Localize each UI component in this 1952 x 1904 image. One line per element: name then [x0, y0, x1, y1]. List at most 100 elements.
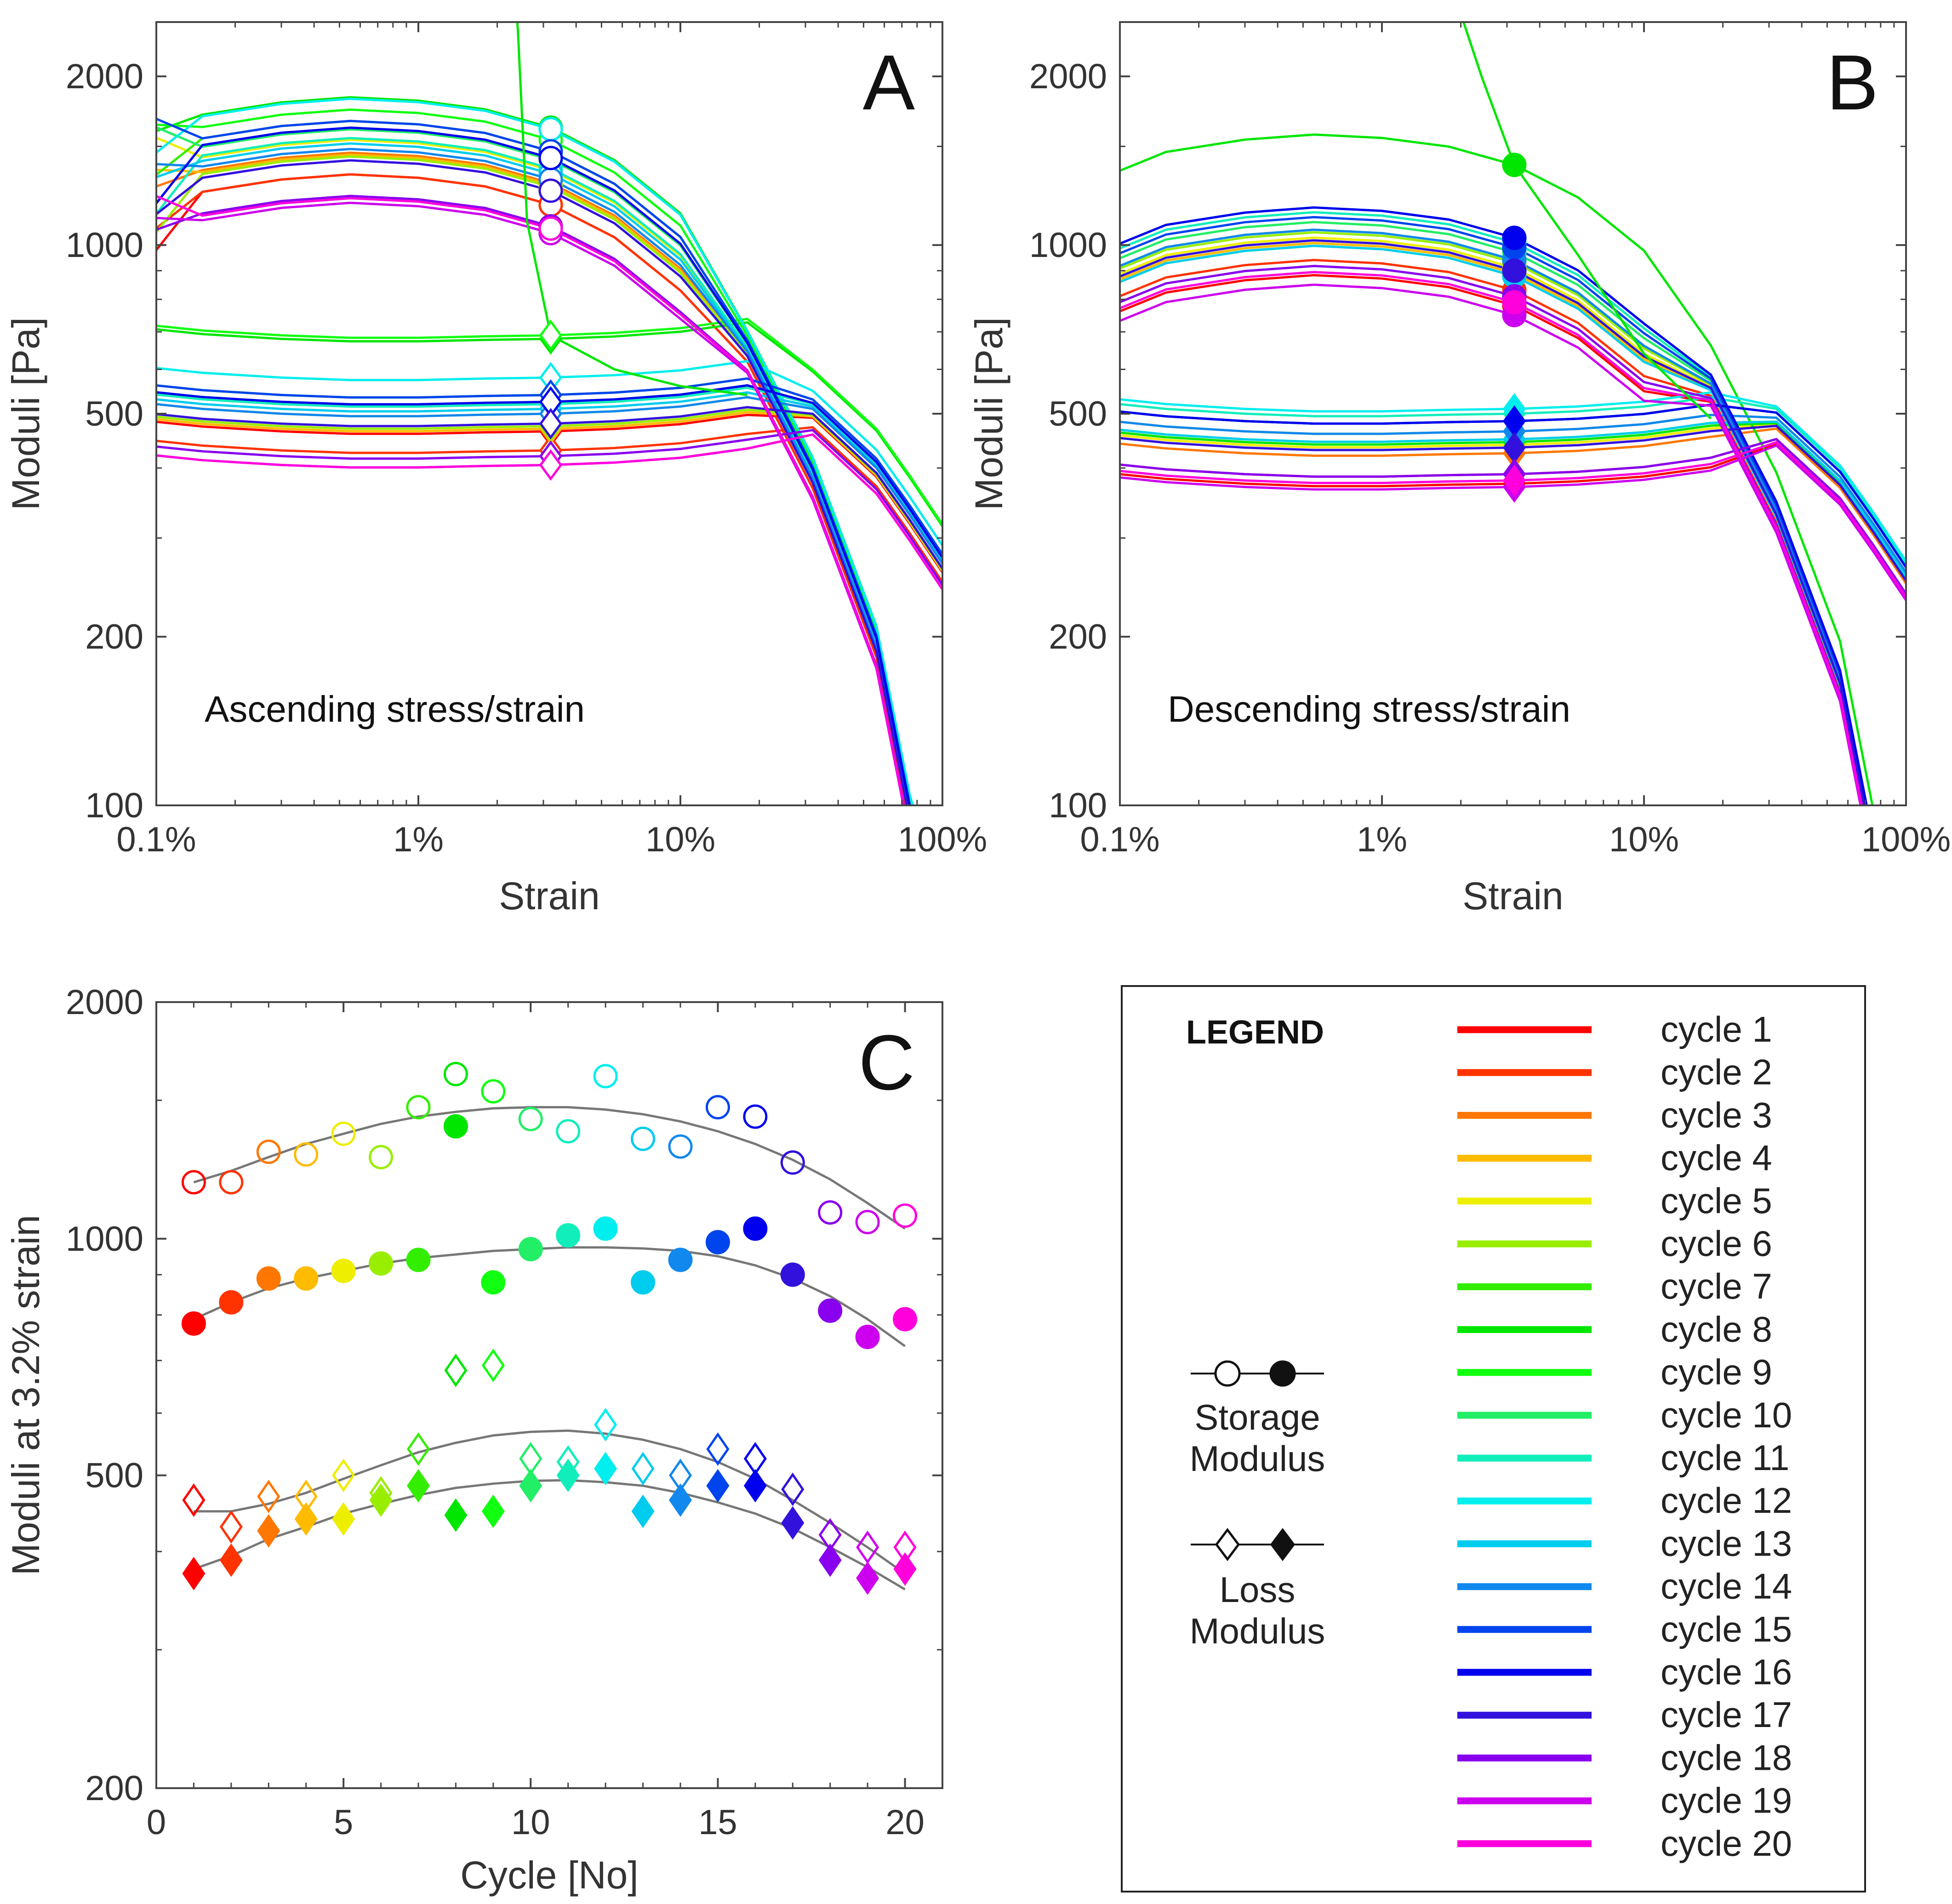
panel-c-open-circle-cycle-15	[705, 1095, 730, 1120]
panel-a-xtick-label: 100%	[898, 820, 987, 859]
panel-b-loss-marker-cycle-20	[1502, 465, 1526, 496]
legend-frame	[1121, 985, 1866, 1893]
panel-a-xtick-label: 1%	[393, 820, 444, 859]
panel-c-xtick-label: 15	[698, 1803, 737, 1842]
panel-a-storage-line-cycle-6	[156, 155, 908, 805]
panel-c-filled-diamond-cycle-15	[706, 1469, 730, 1503]
panel-c-filled-diamond-cycle-12	[594, 1452, 617, 1486]
panel-b-loss-line-cycle-14	[1120, 414, 1906, 573]
panel-c-filled-diamond-cycle-17	[781, 1506, 805, 1540]
panel-c-open-diamond-cycle-15	[706, 1432, 730, 1466]
panel-b-storage-marker-cycle-17	[1502, 258, 1527, 283]
panel-c-open-diamond-cycle-8	[444, 1353, 468, 1387]
panel-a-loss-line-cycle-13	[156, 391, 942, 562]
legend-label-cycle-5: cycle 5	[1661, 1180, 1772, 1221]
panel-a-ylabel: Moduli [Pa]	[4, 317, 47, 510]
panel-a-storage-line-cycle-12	[156, 97, 914, 805]
panel-b-storage-line-cycle-7	[1120, 228, 1866, 805]
panel-c-filled-diamond-cycle-16	[743, 1469, 767, 1503]
panel-a-annotation: Ascending stress/strain	[205, 689, 585, 730]
panel-c-open-diamond-cycle-3	[257, 1480, 280, 1513]
legend-loss-key: Loss Modulus	[1190, 1528, 1325, 1651]
panel-c-filled-diamond-cycle-9	[481, 1494, 505, 1528]
legend-title: LEGEND	[1186, 1014, 1324, 1051]
panel-c-filled-circle-cycle-16	[743, 1216, 768, 1241]
panel-b-loss-line-cycle-20	[1120, 441, 1906, 598]
panel-b-storage-line-cycle-14	[1120, 228, 1866, 805]
panel-a-storage-marker-cycle-12	[538, 117, 563, 142]
panel-b-plot-area	[1120, 22, 1906, 805]
panel-c-filled-circle-cycle-6	[369, 1251, 394, 1276]
panel-c-filled-diamond-cycle-1	[182, 1556, 205, 1590]
legend-label-cycle-16: cycle 16	[1661, 1652, 1792, 1692]
panel-b-outlier-line	[1462, 22, 1712, 420]
legend: LEGEND Storage Modulus Loss Modulus cycl…	[1121, 985, 1866, 1893]
panel-b-storage-line-cycle-19	[1120, 283, 1862, 805]
loss-label-line1: Loss	[1220, 1569, 1296, 1610]
panel-b-storage-line-cycle-20	[1120, 271, 1863, 805]
legend-label-cycle-10: cycle 10	[1661, 1395, 1792, 1435]
panel-b-storage-line-cycle-15	[1120, 216, 1867, 805]
panel-c-filled-diamond-cycle-3	[257, 1514, 280, 1548]
panel-c-filled-circle-cycle-18	[818, 1298, 843, 1323]
panel-a-storage-line-cycle-13	[156, 142, 909, 805]
panel-a-loss-line-cycle-14	[156, 396, 942, 564]
panel-c-open-diamond-cycle-9	[481, 1348, 505, 1382]
panel-a-storage-line-cycle-2	[156, 173, 907, 805]
panel-c-trend-line-1	[193, 1106, 906, 1230]
panel-b-storage-marker-cycle-16	[1502, 225, 1527, 250]
panel-b-storage-line-cycle-3	[1120, 242, 1865, 805]
panel-c-filled-circle-cycle-9	[481, 1270, 506, 1295]
legend-label-cycle-8: cycle 8	[1661, 1309, 1772, 1349]
panel-c-open-circle-cycle-14	[668, 1134, 693, 1159]
panel-a-storage-marker-cycle-17	[538, 178, 563, 203]
panel-b-loss-line-cycle-13	[1120, 420, 1906, 577]
panel-a-storage-line-cycle-20	[156, 195, 905, 805]
panel-a-xtick-label: 10%	[645, 820, 715, 859]
panel-c-xtick-label: 20	[885, 1803, 925, 1842]
panel-a-loss-line-cycle-16	[156, 384, 942, 559]
panel-a-storage-marker-cycle-16	[538, 146, 563, 171]
panel-a-ytick-label: 100	[85, 786, 143, 825]
legend-label-cycle-15: cycle 15	[1661, 1609, 1792, 1649]
panel-b-storage-line-cycle-4	[1120, 242, 1865, 805]
panel-b-letter: B	[1826, 39, 1878, 126]
loss-open-marker	[1215, 1528, 1240, 1562]
panel-b-storage-line-cycle-17	[1120, 239, 1866, 805]
legend-label-cycle-1: cycle 1	[1661, 1009, 1772, 1049]
panel-b-loss-line-cycle-3	[1120, 427, 1906, 584]
panel-c-open-circle-cycle-8	[443, 1061, 468, 1086]
legend-label-cycle-12: cycle 12	[1661, 1480, 1792, 1521]
panel-c-filled-diamond-cycle-20	[893, 1552, 917, 1586]
panel-b-storage-line-cycle-5	[1120, 236, 1866, 805]
panel-c-filled-circle-cycle-19	[855, 1324, 880, 1349]
panel-a-storage-line-cycle-14	[156, 148, 909, 805]
panel-c-open-circle-cycle-1	[181, 1170, 206, 1195]
legend-label-cycle-20: cycle 20	[1661, 1823, 1792, 1864]
panel-a-storage-line-cycle-19	[156, 201, 905, 805]
panel-c-open-circle-cycle-2	[219, 1170, 244, 1195]
panel-a-storage-line-cycle-1	[156, 173, 907, 805]
panel-a-storage-line-cycle-18	[156, 194, 905, 805]
legend-label-cycle-3: cycle 3	[1661, 1095, 1772, 1135]
panel-b-ytick-label: 1000	[1029, 226, 1107, 265]
panel-c-filled-circle-cycle-8	[443, 1114, 468, 1139]
panel-b-loss-line-cycle-19	[1120, 444, 1906, 601]
panel-b-loss-line-cycle-18	[1120, 438, 1906, 595]
panel-c-open-circle-cycle-13	[631, 1126, 656, 1151]
panel-b-loss-line-cycle-16	[1120, 403, 1906, 568]
panel-c-ytick-label: 200	[85, 1769, 143, 1808]
panel-a-ytick-label: 500	[85, 394, 143, 433]
panel-c-open-diamond-cycle-7	[406, 1432, 430, 1466]
storage-open-marker	[1214, 1360, 1241, 1387]
panel-a-loss-line-cycle-18	[156, 429, 942, 586]
panel-c-open-diamond-cycle-17	[781, 1472, 805, 1506]
panel-c-filled-diamond-cycle-6	[369, 1483, 393, 1517]
panel-c-open-circle-cycle-20	[893, 1203, 918, 1228]
panel-c-open-diamond-cycle-1	[182, 1483, 205, 1517]
panel-a: 0.1% 1% 10% 100% 100 200 500 1000 2000 A Ascendi…	[4, 21, 987, 918]
panel-c-filled-diamond-cycle-2	[219, 1543, 243, 1577]
panel-b-ylabel: Moduli [Pa]	[967, 317, 1010, 510]
panel-c-open-circle-cycle-10	[518, 1106, 543, 1131]
panel-c-filled-diamond-cycle-19	[856, 1561, 879, 1595]
